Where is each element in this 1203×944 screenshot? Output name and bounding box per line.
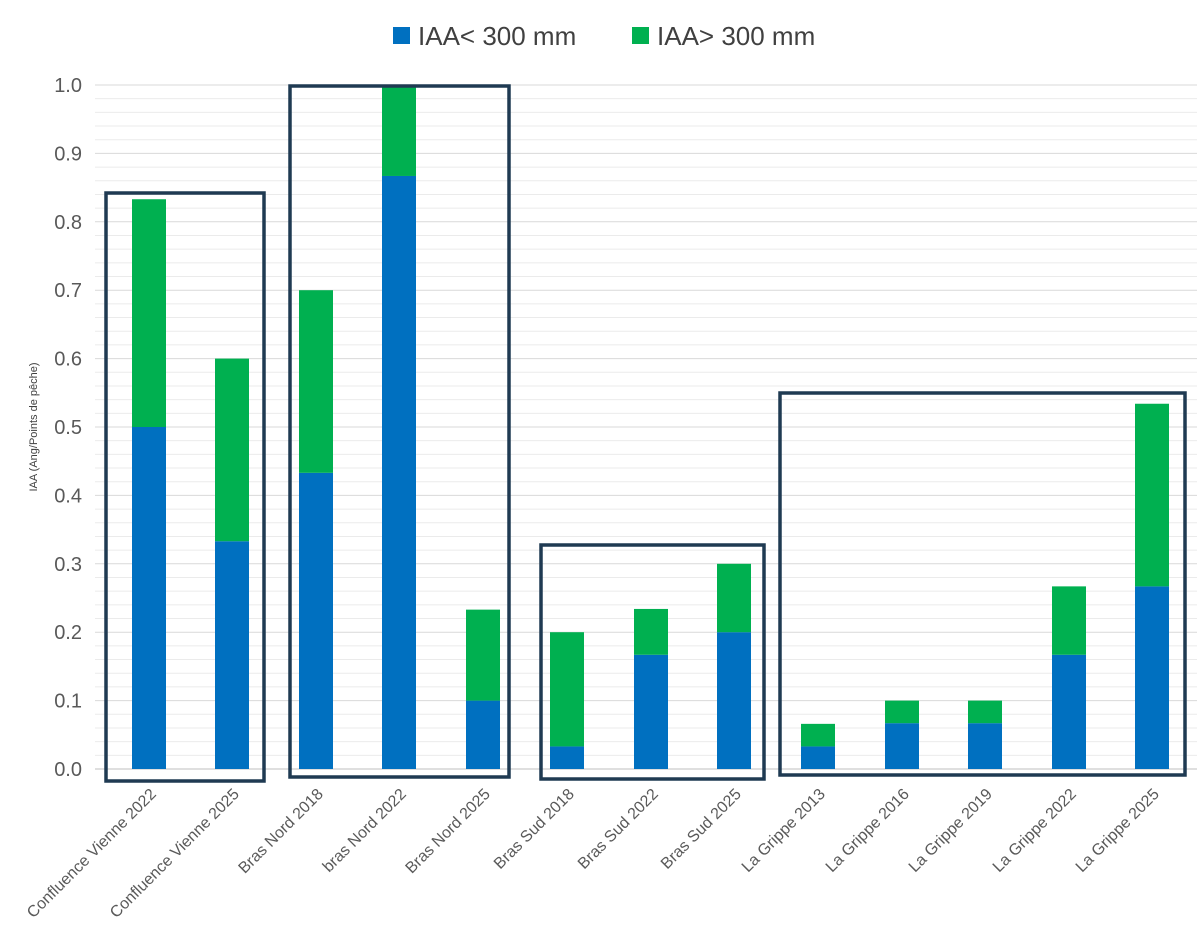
y-axis-ticks: 0.0 0.1 0.2 0.3 0.4 0.5 0.6 0.7 0.8 0.9 1.0 (54, 75, 82, 781)
bar-segment-lt300 (382, 175, 416, 770)
bar-segment-gt300 (466, 609, 500, 701)
bar-segment-lt300 (717, 632, 751, 769)
bar-segment-gt300 (550, 632, 584, 747)
bar-segment-gt300 (634, 608, 668, 655)
group-frame (288, 84, 511, 779)
group-frame (104, 191, 266, 783)
bar-segment-lt300 (299, 472, 333, 769)
group-frame (539, 543, 766, 781)
x-tick-label: bras Nord 2022 (320, 786, 410, 876)
bar-segment-lt300 (1052, 654, 1086, 769)
legend-label: IAA> 300 mm (657, 21, 815, 51)
x-tick-label: La Grippe 2016 (823, 786, 913, 876)
y-tick-label: 0.8 (54, 212, 82, 234)
y-tick-label: 0.2 (54, 622, 82, 644)
bar-segment-gt300 (1052, 586, 1086, 655)
x-tick-label: Bras Sud 2018 (491, 786, 578, 873)
y-tick-label: 0.1 (54, 691, 82, 713)
y-tick-label: 0.6 (54, 349, 82, 371)
bar-segment-gt300 (801, 723, 835, 747)
x-tick-label: Bras Sud 2022 (575, 786, 662, 873)
bars (132, 85, 1169, 770)
y-tick-label: 1.0 (54, 75, 82, 97)
bar-segment-gt300 (382, 85, 416, 176)
bar-segment-lt300 (215, 541, 249, 769)
legend-label: IAA< 300 mm (418, 21, 576, 51)
y-tick-label: 0.9 (54, 143, 82, 165)
bar-segment-gt300 (717, 563, 751, 633)
x-tick-label: Bras Nord 2018 (236, 786, 327, 877)
y-tick-label: 0.5 (54, 417, 82, 439)
bar-segment-lt300 (801, 746, 835, 769)
legend: IAA< 300 mm IAA> 300 mm (393, 21, 815, 51)
bar-segment-lt300 (466, 700, 500, 769)
bar-segment-gt300 (215, 358, 249, 542)
bar-segment-gt300 (968, 700, 1002, 724)
bar-segment-lt300 (634, 654, 668, 769)
x-tick-label: Confluence Vienne 2022 (24, 786, 160, 922)
bar-segment-gt300 (299, 290, 333, 473)
gridlines (95, 84, 1197, 770)
y-tick-label: 0.4 (54, 485, 82, 507)
bar-segment-gt300 (1135, 403, 1169, 587)
y-tick-label: 0.0 (54, 759, 82, 781)
legend-swatch (393, 27, 410, 44)
bar-segment-lt300 (1135, 586, 1169, 769)
bar-segment-lt300 (132, 427, 166, 769)
y-tick-label: 0.7 (54, 280, 82, 302)
group-frame (778, 391, 1187, 777)
bar-segment-gt300 (885, 700, 919, 724)
y-axis-label: IAA (Ang/Points de pêche) (28, 362, 40, 491)
y-tick-label: 0.3 (54, 554, 82, 576)
x-tick-label: La Grippe 2025 (1073, 786, 1163, 876)
bar-segment-lt300 (968, 723, 1002, 769)
x-tick-label: La Grippe 2013 (739, 786, 829, 876)
x-tick-label: Bras Sud 2025 (658, 786, 745, 873)
x-tick-label: La Grippe 2022 (990, 786, 1080, 876)
x-tick-label: La Grippe 2019 (906, 786, 996, 876)
bar-segment-gt300 (132, 199, 166, 427)
group-frames (104, 84, 1187, 783)
legend-swatch (632, 27, 649, 44)
bar-segment-lt300 (885, 723, 919, 769)
x-tick-label: Bras Nord 2025 (403, 786, 494, 877)
bar-segment-lt300 (550, 746, 584, 769)
